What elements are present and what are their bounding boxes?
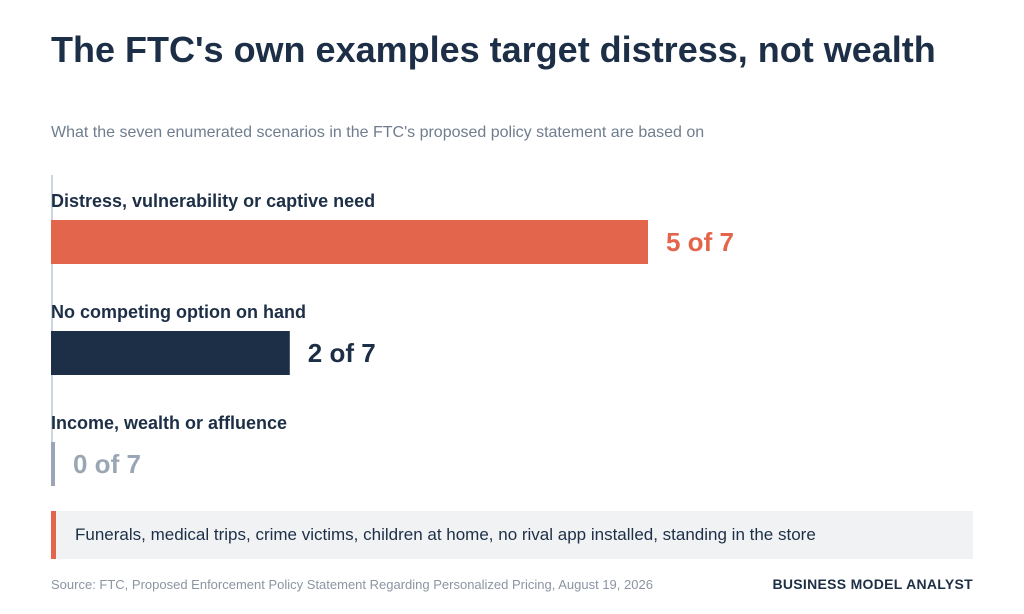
- callout-accent-bar: [51, 511, 56, 559]
- chart-subtitle: What the seven enumerated scenarios in t…: [51, 124, 705, 141]
- category-label-income-wealth-or-affluence: Income, wealth or affluence: [51, 413, 287, 433]
- value-label-no-competing-option-on-hand: 2 of 7: [308, 338, 376, 368]
- category-label-no-competing-option-on-hand: No competing option on hand: [51, 302, 306, 322]
- bar-no-competing-option-on-hand: [51, 331, 290, 375]
- source-note: Source: FTC, Proposed Enforcement Policy…: [51, 577, 653, 592]
- bar-income-wealth-or-affluence: [51, 442, 55, 486]
- value-label-distress-vulnerability-or-captive-need: 5 of 7: [666, 227, 734, 257]
- chart-title: The FTC's own examples target distress, …: [51, 29, 936, 70]
- value-label-income-wealth-or-affluence: 0 of 7: [73, 449, 141, 479]
- bar-distress-vulnerability-or-captive-need: [51, 220, 648, 264]
- callout-text: Funerals, medical trips, crime victims, …: [75, 525, 816, 544]
- bar-chart: Distress, vulnerability or captive need 5…: [51, 175, 734, 486]
- examples-callout: Funerals, medical trips, crime victims, …: [51, 511, 973, 559]
- brand-logo-text: BUSINESS MODEL ANALYST: [772, 576, 973, 592]
- category-label-distress-vulnerability-or-captive-need: Distress, vulnerability or captive need: [51, 191, 375, 211]
